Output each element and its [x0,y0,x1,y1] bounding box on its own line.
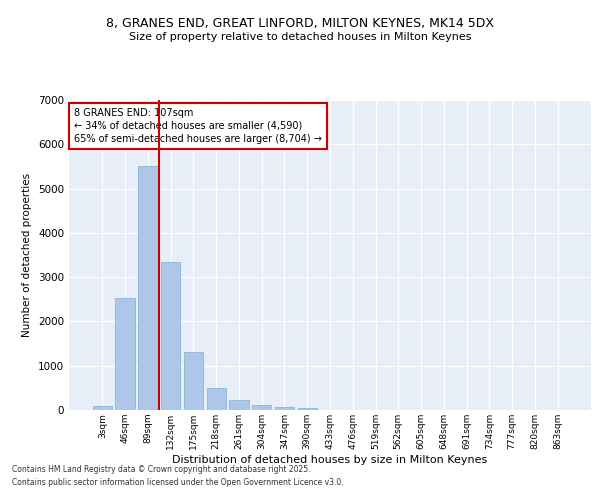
Bar [206,388,226,410]
X-axis label: Distribution of detached houses by size in Milton Keynes: Distribution of detached houses by size … [172,454,488,464]
Bar [184,352,203,410]
Y-axis label: Number of detached properties: Number of detached properties [22,173,32,337]
Bar [161,262,181,410]
Text: Contains HM Land Registry data © Crown copyright and database right 2025.: Contains HM Land Registry data © Crown c… [12,466,311,474]
Bar [298,408,317,410]
Text: 8 GRANES END: 107sqm
← 34% of detached houses are smaller (4,590)
65% of semi-de: 8 GRANES END: 107sqm ← 34% of detached h… [74,108,322,144]
Bar [252,404,271,410]
Bar [138,166,158,410]
Text: 8, GRANES END, GREAT LINFORD, MILTON KEYNES, MK14 5DX: 8, GRANES END, GREAT LINFORD, MILTON KEY… [106,18,494,30]
Text: Contains public sector information licensed under the Open Government Licence v3: Contains public sector information licen… [12,478,344,487]
Bar [229,400,248,410]
Bar [275,407,294,410]
Text: Size of property relative to detached houses in Milton Keynes: Size of property relative to detached ho… [129,32,471,42]
Bar [115,298,135,410]
Bar [93,406,112,410]
